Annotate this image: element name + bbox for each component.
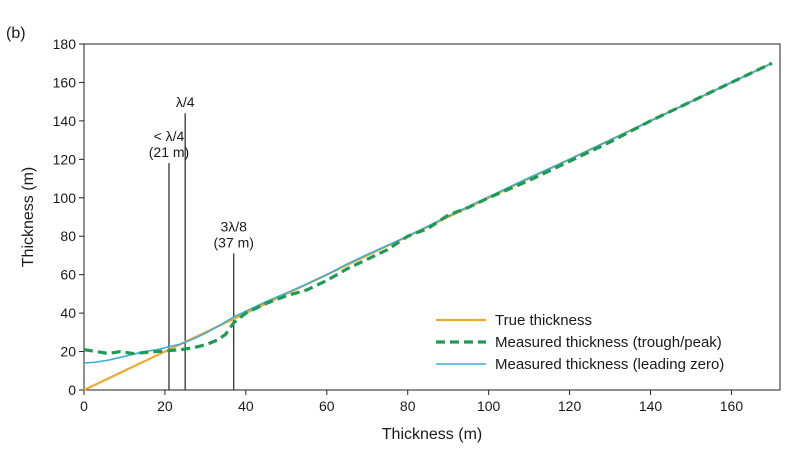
x-tick-label: 120 [558,398,582,414]
annotation-label: 3λ/8 [220,219,247,235]
x-tick-label: 100 [477,398,501,414]
x-axis: 0 20 40 60 80 100 120 140 160 [80,390,743,414]
x-tick-label: 0 [80,398,88,414]
legend-label: Measured thickness (leading zero) [495,356,724,373]
annotation-label: (37 m) [213,235,253,251]
series-line-2 [83,61,773,356]
legend-label: Measured thickness (trough/peak) [495,334,722,351]
annotation-label: (21 m) [149,144,189,160]
y-tick-label: 20 [60,344,76,360]
annotation-label: < λ/4 [154,128,185,144]
annotations: < λ/4(21 m) λ/4 3λ/8(37 m) [149,94,254,390]
y-tick-label: 120 [53,151,77,167]
y-tick-label: 140 [53,113,77,129]
x-tick-label: 140 [639,398,663,414]
y-tick-label: 60 [60,267,76,283]
y-tick-label: 40 [60,305,76,321]
x-tick-label: 80 [400,398,416,414]
plot-area [83,43,781,391]
y-axis: 0 20 40 60 80 100 120 140 160 180 [53,36,84,398]
series-lines [83,61,773,391]
x-tick-label: 160 [720,398,744,414]
y-tick-label: 80 [60,228,76,244]
legend: True thickness Measured thickness (trough… [436,312,724,373]
x-tick-label: 20 [157,398,173,414]
y-tick-label: 0 [68,382,76,398]
y-tick-label: 160 [53,74,77,90]
x-tick-label: 40 [238,398,254,414]
x-tick-label: 60 [319,398,335,414]
y-tick-label: 100 [53,190,77,206]
panel-label: (b) [6,25,26,42]
y-axis-title: Thickness (m) [20,167,37,267]
y-tick-label: 180 [53,36,77,52]
annotation-label: λ/4 [176,94,195,110]
legend-label: True thickness [495,312,592,329]
x-axis-title: Thickness (m) [382,426,482,443]
